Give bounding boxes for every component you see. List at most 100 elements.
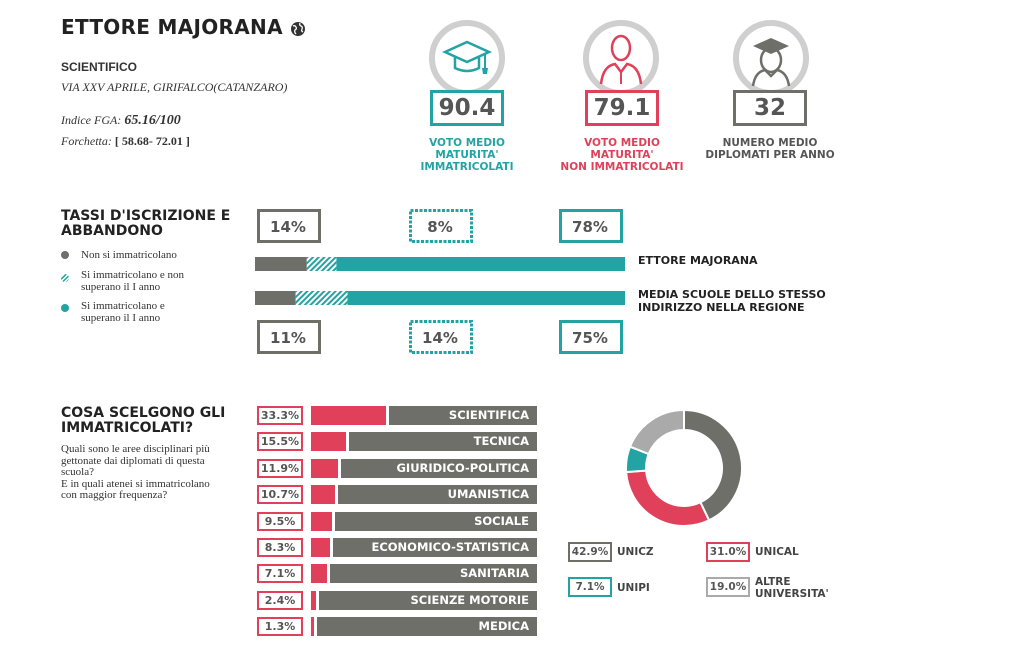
kpi-value-3: 32 <box>733 90 807 126</box>
graduate-icon <box>751 38 791 87</box>
kpi-label-1-line-1: VOTO MEDIO MATURITA' <box>429 137 505 161</box>
categories-desc-5: con maggior frequenza? <box>61 489 168 501</box>
donut-slice-0 <box>683 408 743 522</box>
pct-label-1-1: 14% <box>422 329 458 347</box>
enrollment-title-line-2: ABBANDONO <box>61 223 163 239</box>
category-pct-7: 2.4% <box>257 591 303 610</box>
categories-desc-3: scuola? <box>61 466 94 478</box>
categories-title-line-2: IMMATRICOLATI? <box>61 420 194 436</box>
stack-bar-1-1 <box>295 291 348 305</box>
bar-label-region: MEDIA SCUOLE DELLO STESSO INDIRIZZO NELL… <box>638 288 826 314</box>
category-label-7: SCIENZE MOTORIE <box>319 591 537 610</box>
category-bar-8 <box>311 617 314 636</box>
categories-title: COSA SCELGONO GLI IMMATRICOLATI? <box>61 406 225 436</box>
pct-box-0-1: 8% <box>409 209 473 243</box>
uni-pct-unicz: 42.9% <box>568 542 612 562</box>
graduation-cap-icon <box>441 40 493 74</box>
category-bar-5 <box>311 538 330 557</box>
category-pct-3: 10.7% <box>257 485 303 504</box>
fga-label: Indice FGA: <box>61 113 122 127</box>
category-bar-2 <box>311 459 338 478</box>
pct-box-0-2: 78% <box>559 209 623 243</box>
category-pct-0: 33.3% <box>257 406 303 425</box>
kpi-circle-3 <box>733 20 809 96</box>
pct-box-0-0: 14% <box>257 209 321 243</box>
donut-slice-3 <box>628 408 685 456</box>
categories-desc-2: gettonate dai diplomati di questa <box>61 454 205 467</box>
kpi-label-3-line-2: DIPLOMATI PER ANNO <box>705 149 835 161</box>
category-label-2: GIURIDICO-POLITICA <box>340 459 537 478</box>
legend-label-2-line-1: Si immatricolano e non <box>81 269 184 281</box>
legend-dot-gray <box>61 251 69 260</box>
fga-range: Forchetta: [ 58.68- 72.01 ] <box>61 134 190 149</box>
category-pct-8: 1.3% <box>257 617 303 636</box>
legend-dot-hatched <box>61 273 69 285</box>
pct-label-0-0: 14% <box>270 218 306 236</box>
kpi-label-2: VOTO MEDIO MATURITA' NON IMMATRICOLATI <box>552 137 692 173</box>
stack-bar-1-2 <box>347 291 625 305</box>
category-pct-6: 7.1% <box>257 564 303 583</box>
category-pct-5: 8.3% <box>257 538 303 557</box>
fga-index: Indice FGA: 65.16/100 <box>61 113 181 129</box>
uni-label-unical: UNICAL <box>755 546 799 558</box>
enrollment-title-line-1: TASSI D'ISCRIZIONE E <box>61 208 231 224</box>
legend-enrolled-pass: Si immatricolano e superano il I anno <box>61 300 165 324</box>
kpi-value-2: 79.1 <box>585 90 659 126</box>
range-label: Forchetta: <box>61 134 112 148</box>
category-pct-2: 11.9% <box>257 459 303 478</box>
category-label-1: TECNICA <box>348 432 537 451</box>
pct-box-1-2: 75% <box>559 320 623 354</box>
uni-pct-altre: 19.0% <box>706 577 750 597</box>
fga-value: 65.16/100 <box>124 113 181 128</box>
category-bar-4 <box>311 512 333 531</box>
pct-label-0-2: 78% <box>572 218 608 236</box>
pct-box-1-1: 14% <box>409 320 473 354</box>
stack-bar-0-2 <box>336 257 625 271</box>
pct-label-1-2: 75% <box>572 329 608 347</box>
kpi-label-1: VOTO MEDIO MATURITA' IMMATRICOLATI <box>397 137 537 173</box>
category-bar-3 <box>311 485 336 504</box>
enrollment-title: TASSI D'ISCRIZIONE E ABBANDONO <box>61 209 230 239</box>
uni-pct-unipi: 7.1% <box>568 577 612 597</box>
legend-label-2-line-2: superano il I anno <box>81 281 161 293</box>
legend-enrolled-dropout: Si immatricolano e non superano il I ann… <box>61 269 184 293</box>
stack-bar-0-1 <box>306 257 337 271</box>
kpi-label-2-line-2: NON IMMATRICOLATI <box>560 161 684 173</box>
kpi-label-3: NUMERO MEDIO DIPLOMATI PER ANNO <box>700 137 840 161</box>
category-bar-7 <box>311 591 317 610</box>
uni-label-unicz: UNICZ <box>617 546 654 558</box>
donut-slice-1 <box>625 469 711 527</box>
categories-desc-4: E in quali atenei si immatricolano <box>61 477 210 490</box>
category-bar-1 <box>311 432 346 451</box>
categories-title-line-1: COSA SCELGONO GLI <box>61 405 226 421</box>
legend-label-3-line-1: Si immatricolano e <box>81 300 165 312</box>
category-bar-6 <box>311 564 327 583</box>
category-bar-0 <box>311 406 386 425</box>
globe-icon[interactable] <box>290 21 306 37</box>
category-label-8: MEDICA <box>317 617 537 636</box>
category-pct-4: 9.5% <box>257 512 303 531</box>
category-pct-1: 15.5% <box>257 432 303 451</box>
categories-description: Quali sono le aree disciplinari più gett… <box>61 443 210 502</box>
legend-label-3-line-2: superano il I anno <box>81 312 161 324</box>
pct-box-1-0: 11% <box>257 320 321 354</box>
stack-bar-1-0 <box>255 291 296 305</box>
category-label-6: SANITARIA <box>329 564 537 583</box>
pct-label-0-1: 8% <box>427 218 452 236</box>
bar-label-school: ETTORE MAJORANA <box>638 254 758 267</box>
category-label-0: SCIENTIFICA <box>389 406 537 425</box>
legend-not-enrolled: Non si immatricolano <box>61 249 177 261</box>
category-label-3: UMANISTICA <box>338 485 537 504</box>
school-type: SCIENTIFICO <box>61 60 138 74</box>
kpi-circle-1 <box>429 20 505 96</box>
uni-label-unipi: UNIPI <box>617 582 650 594</box>
kpi-label-1-line-2: IMMATRICOLATI <box>420 161 514 173</box>
kpi-circle-2 <box>583 20 659 96</box>
range-value: [ 58.68- 72.01 ] <box>114 134 190 148</box>
enrollment-chart: 14% 8% 78% 11% 14% 75% <box>255 209 625 354</box>
uni-label-altre: ALTRE UNIVERSITA' <box>755 576 829 600</box>
person-icon <box>599 34 643 85</box>
legend-label-1: Non si immatricolano <box>81 249 177 261</box>
pct-label-1-0: 11% <box>270 329 306 347</box>
categories-chart: 33.3% SCIENTIFICA 15.5% TECNICA 11.9% GIURIDI… <box>257 406 537 638</box>
